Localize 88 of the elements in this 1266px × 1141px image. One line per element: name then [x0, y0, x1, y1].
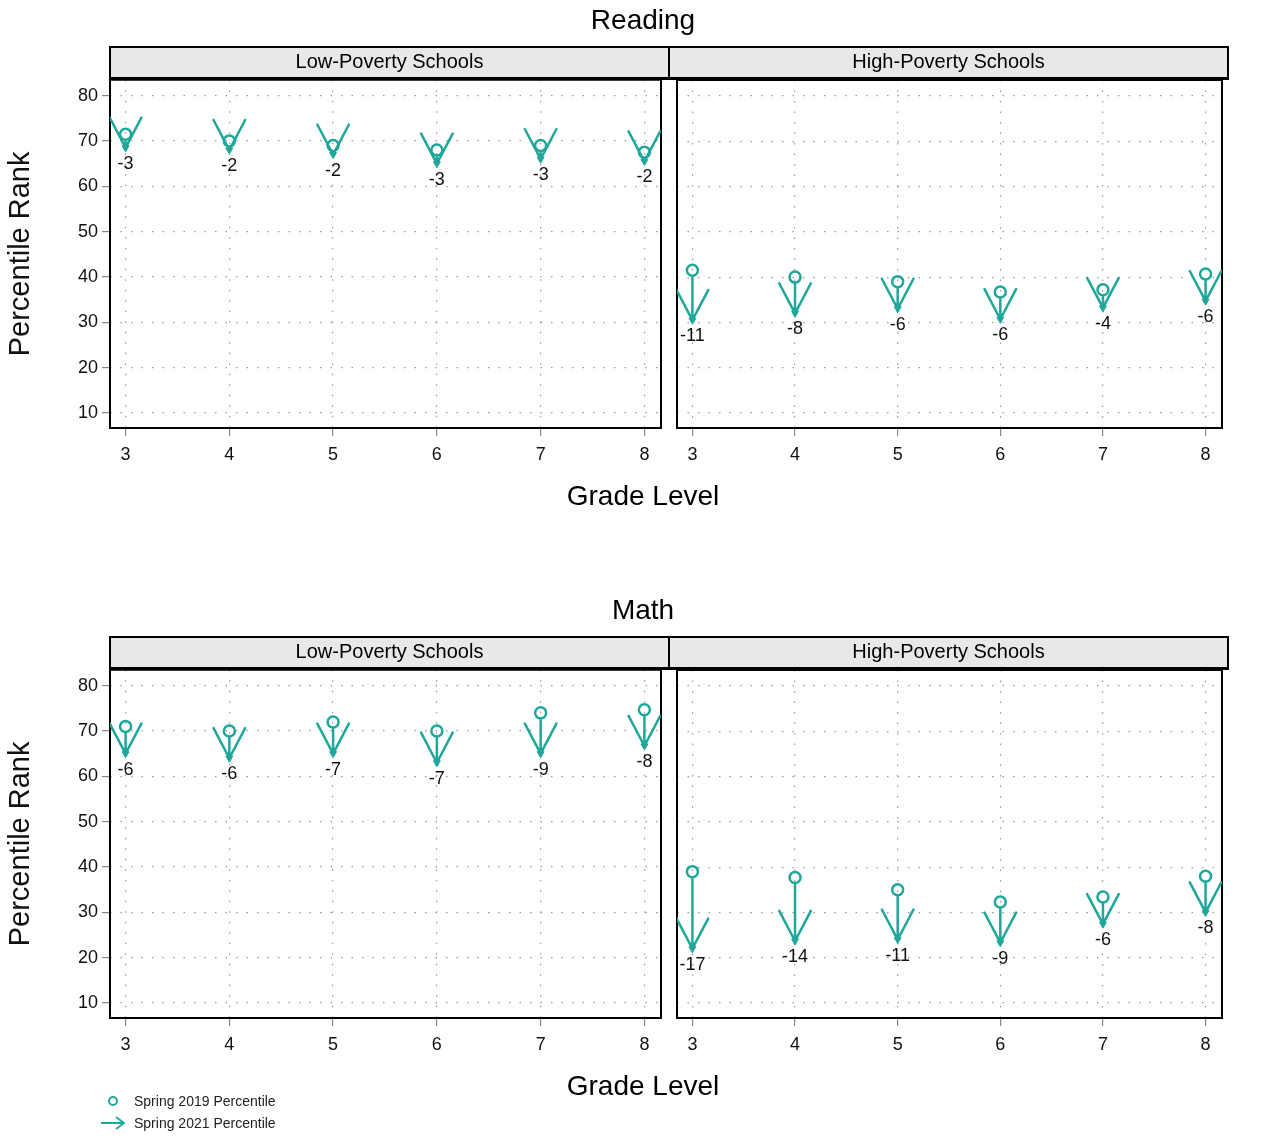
annotation: -8 — [636, 751, 653, 772]
annotation: -2 — [325, 159, 342, 180]
annotation: -17 — [679, 953, 706, 974]
chart-subtitle: High-Poverty Schools — [668, 636, 1229, 670]
chart-title: Reading — [589, 4, 697, 36]
point — [1096, 283, 1110, 297]
point — [890, 883, 905, 897]
x-tick-label: 6 — [995, 1033, 1006, 1054]
y-tick-label: 20 — [77, 946, 98, 967]
point — [685, 864, 700, 879]
annotation: -6 — [1094, 929, 1111, 950]
y-tick-label: 70 — [77, 720, 98, 741]
x-axis-title: Grade Level — [566, 1070, 720, 1101]
y-tick-label: 50 — [77, 220, 98, 241]
annotation: -9 — [992, 947, 1009, 968]
legend-label: Spring 2019 Percentile — [134, 1093, 276, 1109]
x-tick-label: 4 — [790, 1033, 801, 1054]
y-tick-label: 10 — [77, 402, 98, 423]
annotation: -14 — [782, 945, 809, 966]
point — [1096, 890, 1110, 904]
x-tick-label: 5 — [892, 1033, 903, 1054]
y-axis-title: Percentile Rank — [3, 151, 36, 357]
y-tick-label: 70 — [77, 130, 98, 151]
y-tick-label: 80 — [77, 674, 98, 695]
point — [993, 285, 1008, 299]
x-tick-label: 8 — [639, 1033, 650, 1054]
x-tick-label: 3 — [687, 1033, 698, 1054]
annotation: -6 — [117, 758, 134, 779]
x-tick-label: 4 — [224, 443, 235, 464]
x-tick-label: 8 — [1200, 443, 1211, 464]
x-tick-label: 7 — [1097, 443, 1108, 464]
chart-subtitle: High-Poverty Schools — [668, 46, 1229, 80]
y-tick-label: 10 — [77, 992, 98, 1013]
x-tick-label: 3 — [120, 443, 131, 464]
chart-title: Math — [610, 594, 676, 626]
point — [685, 263, 700, 278]
x-tick-label: 8 — [639, 443, 650, 464]
point — [1198, 267, 1213, 281]
y-tick-label: 60 — [77, 765, 98, 786]
annotation: -2 — [221, 155, 238, 176]
y-tick-label: 30 — [77, 311, 98, 332]
legend-label: Spring 2021 Percentile — [134, 1115, 276, 1131]
point — [993, 895, 1008, 909]
chart-subtitle: Low-Poverty Schools — [109, 636, 670, 670]
x-tick-label: 6 — [431, 1033, 442, 1054]
x-tick-label: 3 — [687, 443, 698, 464]
chart-subtitle: Low-Poverty Schools — [109, 46, 670, 80]
annotation: -7 — [428, 767, 445, 788]
point — [788, 270, 802, 284]
y-tick-label: 30 — [77, 901, 98, 922]
annotation: -6 — [889, 313, 906, 334]
point — [890, 274, 905, 289]
x-tick-label: 5 — [328, 443, 339, 464]
x-tick-label: 5 — [892, 443, 903, 464]
y-axis-title: Percentile Rank — [3, 741, 36, 947]
y-tick-label: 40 — [77, 856, 98, 877]
x-tick-label: 4 — [790, 443, 801, 464]
y-tick-label: 20 — [77, 356, 98, 377]
annotation: -4 — [1094, 312, 1111, 333]
annotation: -6 — [992, 324, 1009, 345]
point — [788, 870, 802, 885]
x-tick-label: 7 — [1097, 1033, 1108, 1054]
annotation: -3 — [117, 152, 134, 173]
annotation: -11 — [680, 325, 705, 346]
x-tick-label: 6 — [995, 443, 1006, 464]
x-tick-label: 7 — [535, 443, 546, 464]
annotation: -3 — [428, 168, 445, 189]
annotation: -7 — [325, 758, 342, 779]
y-tick-label: 80 — [77, 84, 98, 105]
annotation: -11 — [885, 944, 911, 965]
point — [1198, 869, 1213, 883]
y-tick-label: 60 — [77, 175, 98, 196]
annotation: -6 — [1197, 306, 1214, 327]
x-tick-label: 3 — [120, 1033, 131, 1054]
x-axis-title: Grade Level — [565, 480, 721, 512]
annotation: -3 — [532, 164, 549, 185]
y-tick-label: 50 — [77, 810, 98, 831]
annotation: -8 — [1197, 917, 1214, 938]
x-tick-label: 8 — [1200, 1033, 1211, 1054]
x-tick-label: 6 — [431, 443, 442, 464]
annotation: -6 — [221, 763, 238, 784]
annotation: -9 — [532, 758, 549, 779]
annotation: -2 — [636, 166, 653, 187]
x-tick-label: 5 — [328, 1033, 339, 1054]
y-tick-label: 40 — [77, 266, 98, 287]
x-tick-label: 4 — [224, 1033, 235, 1054]
x-tick-label: 7 — [535, 1033, 546, 1054]
annotation: -8 — [787, 318, 804, 339]
